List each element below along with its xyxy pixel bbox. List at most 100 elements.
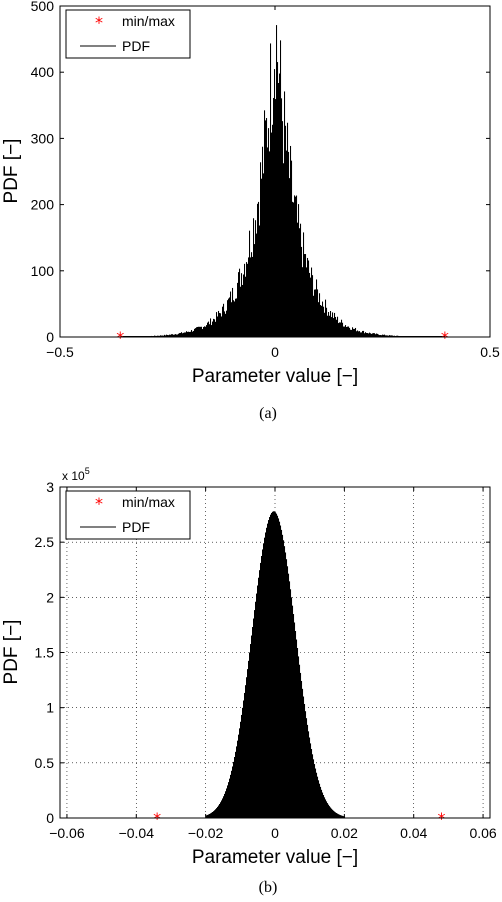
pdf-bar — [272, 124, 274, 337]
pdf-bar — [298, 204, 300, 337]
x-tick-label: 0 — [271, 344, 279, 360]
pdf-bar — [314, 764, 316, 818]
pdf-bar — [211, 812, 213, 818]
pdf-bar — [239, 728, 241, 818]
x-tick-label: 0 — [271, 825, 279, 841]
pdf-bar — [288, 573, 290, 818]
pdf-bar — [218, 310, 220, 337]
pdf-bar — [314, 289, 316, 337]
pdf-bar — [281, 98, 283, 337]
pdf-bar — [328, 804, 330, 818]
pdf-bar — [392, 335, 394, 337]
pdf-bar — [212, 811, 214, 818]
pdf-bar — [297, 647, 299, 818]
pdf-bar — [321, 789, 323, 818]
pdf-bar — [255, 601, 257, 818]
pdf-bar — [192, 331, 194, 337]
pdf-bar — [171, 334, 173, 337]
pdf-bar — [313, 295, 315, 337]
pdf-bar — [393, 335, 395, 337]
pdf-bar — [323, 306, 325, 337]
pdf-bar — [242, 707, 244, 818]
pdf-bar — [334, 811, 336, 818]
pdf-bar — [214, 319, 216, 337]
pdf-bar — [324, 797, 326, 818]
y-axis-label-b: PDF [−] — [1, 620, 22, 685]
legend-box-b — [65, 490, 191, 540]
pdf-bar — [312, 275, 314, 337]
pdf-bar — [325, 299, 327, 337]
pdf-bar — [373, 333, 375, 337]
pdf-bar — [164, 334, 166, 337]
pdf-bar — [247, 263, 249, 337]
pdf-bar — [304, 254, 306, 337]
pdf-bar — [183, 332, 185, 337]
pdf-bar — [267, 147, 269, 337]
pdf-bar — [317, 776, 319, 818]
pdf-bar — [302, 267, 304, 337]
pdf-bar — [238, 734, 240, 818]
pdf-bar — [340, 815, 342, 818]
pdf-bar — [300, 672, 302, 818]
pdf-bar — [265, 120, 267, 338]
pdf-bar — [328, 312, 330, 337]
legend-b: * min/max PDF — [65, 490, 191, 540]
pdf-bar — [291, 597, 293, 818]
pdf-bar — [312, 754, 314, 818]
pdf-bar — [319, 783, 321, 818]
y-tick-label: 400 — [31, 64, 55, 80]
pdf-bar — [163, 335, 165, 337]
pdf-bar — [262, 146, 264, 337]
pdf-bar — [201, 326, 203, 337]
pdf-bar — [323, 795, 325, 818]
pdf-bar — [279, 73, 281, 338]
pdf-bar — [377, 333, 379, 337]
pdf-bar — [219, 803, 221, 818]
pdf-bar — [269, 151, 271, 337]
pdf-bar — [205, 326, 207, 337]
pdf-bar — [272, 511, 274, 818]
pdf-bar — [280, 525, 282, 818]
pdf-bar — [252, 256, 254, 337]
pdf-bar — [348, 326, 350, 337]
y-tick-label: 100 — [31, 263, 55, 279]
pdf-bar — [268, 128, 270, 337]
pdf-bar — [388, 335, 390, 337]
pdf-bar — [217, 806, 219, 818]
pdf-bar — [255, 220, 257, 337]
pdf-bar — [236, 746, 238, 818]
pdf-bar — [343, 816, 345, 818]
pdf-bar — [197, 326, 199, 337]
pdf-bar — [289, 581, 291, 818]
pdf-bar — [285, 125, 287, 338]
pdf-bar — [346, 326, 348, 337]
pdf-bar — [287, 122, 289, 337]
pdf-bar — [356, 331, 358, 337]
pdf-bar — [290, 589, 292, 818]
pdf-bar — [207, 322, 209, 337]
pdf-bar — [315, 768, 317, 818]
pdf-bar — [286, 559, 288, 818]
pdf-bar — [357, 330, 359, 337]
pdf-bar — [275, 99, 277, 337]
pdf-bar — [238, 272, 240, 337]
pdf-bar — [251, 252, 253, 337]
pdf-bar — [168, 335, 170, 337]
x-tick-label: 0.06 — [469, 825, 496, 841]
pdf-bar — [332, 312, 334, 337]
y-tick-label: 1.5 — [35, 645, 55, 661]
pdf-bar — [285, 552, 287, 818]
pdf-bar — [336, 319, 338, 337]
pdf-bar — [160, 335, 162, 337]
pdf-bar — [276, 513, 278, 818]
pdf-bar — [305, 711, 307, 818]
pdf-bar — [212, 321, 214, 337]
pdf-bar — [273, 511, 275, 818]
pdf-bar — [339, 322, 341, 337]
pdf-bar — [241, 714, 243, 818]
pdf-bar — [293, 614, 295, 818]
pdf-bar — [257, 203, 259, 337]
pdf-bar — [372, 333, 374, 337]
